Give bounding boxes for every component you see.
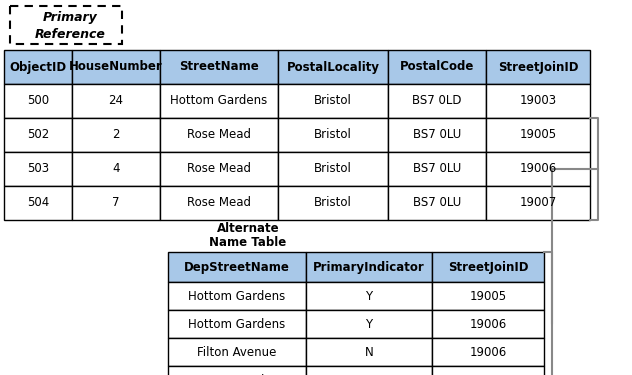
- Text: Bristol: Bristol: [314, 129, 352, 141]
- Text: BS7 0LU: BS7 0LU: [413, 196, 461, 210]
- Text: 19006: 19006: [470, 345, 507, 358]
- Text: 19007: 19007: [520, 196, 557, 210]
- Text: Filton Avenue: Filton Avenue: [197, 345, 277, 358]
- Text: Hottom Gardens: Hottom Gardens: [171, 94, 267, 108]
- Bar: [4, 50, 72, 84]
- Bar: [306, 338, 432, 366]
- Bar: [10, 6, 122, 44]
- Text: Y: Y: [365, 318, 372, 330]
- Text: 504: 504: [27, 196, 49, 210]
- Text: 4: 4: [112, 162, 119, 176]
- Text: Name Table: Name Table: [209, 236, 287, 249]
- Bar: [160, 152, 278, 186]
- Text: BS7 0LU: BS7 0LU: [413, 162, 461, 176]
- Text: 19006: 19006: [520, 162, 557, 176]
- Text: 19005: 19005: [470, 290, 507, 303]
- Bar: [160, 118, 278, 152]
- Bar: [168, 366, 306, 375]
- Bar: [4, 152, 72, 186]
- Text: DepStreetName: DepStreetName: [184, 261, 290, 273]
- Bar: [306, 366, 432, 375]
- Text: 500: 500: [27, 94, 49, 108]
- Text: StreetJoinID: StreetJoinID: [498, 60, 578, 74]
- Bar: [72, 186, 160, 220]
- Bar: [160, 50, 278, 84]
- Bar: [486, 84, 590, 118]
- Text: 19005: 19005: [520, 129, 557, 141]
- Text: Bristol: Bristol: [314, 196, 352, 210]
- Bar: [388, 50, 486, 84]
- Text: Rose Mead: Rose Mead: [187, 196, 251, 210]
- Bar: [486, 118, 590, 152]
- Bar: [432, 252, 544, 282]
- Text: BS7 0LD: BS7 0LD: [412, 94, 462, 108]
- Text: N: N: [365, 345, 374, 358]
- Bar: [278, 84, 388, 118]
- Bar: [432, 338, 544, 366]
- Bar: [168, 252, 306, 282]
- Text: Y: Y: [365, 374, 372, 375]
- Bar: [4, 118, 72, 152]
- Text: PostalCode: PostalCode: [400, 60, 474, 74]
- Text: 503: 503: [27, 162, 49, 176]
- Text: HouseNumber: HouseNumber: [69, 60, 163, 74]
- Text: 24: 24: [109, 94, 123, 108]
- Text: Rose Mead: Rose Mead: [187, 162, 251, 176]
- Text: 19003: 19003: [520, 94, 557, 108]
- Bar: [432, 282, 544, 310]
- Bar: [168, 310, 306, 338]
- Bar: [278, 118, 388, 152]
- Text: Y: Y: [365, 290, 372, 303]
- Text: Bristol: Bristol: [314, 162, 352, 176]
- Bar: [72, 84, 160, 118]
- Bar: [486, 50, 590, 84]
- Text: BS7 0LU: BS7 0LU: [413, 129, 461, 141]
- Bar: [4, 84, 72, 118]
- Bar: [388, 84, 486, 118]
- Text: Hottom Gardens: Hottom Gardens: [188, 318, 286, 330]
- Bar: [432, 310, 544, 338]
- Bar: [486, 152, 590, 186]
- Text: 19006: 19006: [470, 318, 507, 330]
- Bar: [306, 252, 432, 282]
- Text: StreetName: StreetName: [179, 60, 259, 74]
- Bar: [486, 186, 590, 220]
- Bar: [72, 118, 160, 152]
- Text: 19007: 19007: [470, 374, 507, 375]
- Text: 502: 502: [27, 129, 49, 141]
- Bar: [160, 186, 278, 220]
- Text: PrimaryIndicator: PrimaryIndicator: [313, 261, 425, 273]
- Bar: [278, 186, 388, 220]
- Bar: [306, 282, 432, 310]
- Text: Hottom Gardens: Hottom Gardens: [188, 374, 286, 375]
- Bar: [4, 186, 72, 220]
- Bar: [72, 152, 160, 186]
- Text: Reference: Reference: [35, 27, 106, 40]
- Bar: [278, 152, 388, 186]
- Text: Hottom Gardens: Hottom Gardens: [188, 290, 286, 303]
- Text: Rose Mead: Rose Mead: [187, 129, 251, 141]
- Bar: [388, 152, 486, 186]
- Bar: [72, 50, 160, 84]
- Text: StreetJoinID: StreetJoinID: [447, 261, 528, 273]
- Bar: [168, 282, 306, 310]
- Bar: [306, 310, 432, 338]
- Bar: [278, 50, 388, 84]
- Bar: [160, 84, 278, 118]
- Text: 2: 2: [112, 129, 119, 141]
- Text: ObjectID: ObjectID: [9, 60, 66, 74]
- Bar: [388, 118, 486, 152]
- Text: Alternate: Alternate: [217, 222, 279, 234]
- Bar: [432, 366, 544, 375]
- Text: Bristol: Bristol: [314, 94, 352, 108]
- Text: 7: 7: [112, 196, 119, 210]
- Bar: [168, 338, 306, 366]
- Text: Primary: Primary: [42, 12, 97, 24]
- Text: PostalLocality: PostalLocality: [286, 60, 379, 74]
- Bar: [388, 186, 486, 220]
